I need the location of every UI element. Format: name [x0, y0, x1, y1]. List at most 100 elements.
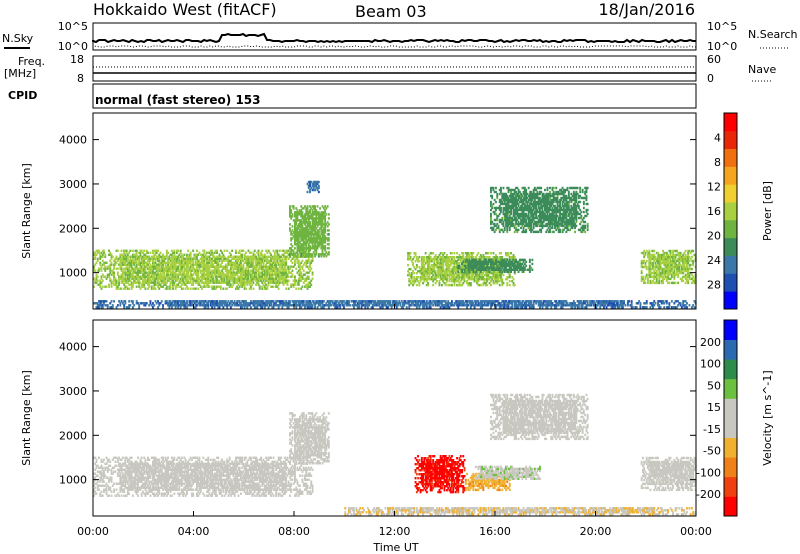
heatmap-cell: [113, 265, 115, 268]
heatmap-cell: [213, 273, 216, 276]
heatmap-cell: [213, 265, 216, 268]
heatmap-cell: [295, 229, 298, 232]
heatmap-cell: [241, 283, 244, 286]
heatmap-cell: [128, 279, 131, 282]
heatmap-cell: [483, 264, 486, 267]
heatmap-cell: [312, 223, 315, 226]
heatmap-cell: [463, 270, 466, 273]
heatmap-cell: [453, 260, 456, 263]
heatmap-cell: [312, 247, 315, 250]
heatmap-cell: [311, 259, 314, 262]
heatmap-cell: [148, 267, 151, 270]
heatmap-cell: [241, 259, 244, 262]
heatmap-cell: [312, 235, 315, 238]
heatmap-cell: [186, 273, 188, 276]
heatmap-cell: [510, 206, 512, 210]
heatmap-cell: [301, 239, 304, 242]
heatmap-cell: [197, 273, 200, 276]
heatmap-cell: [468, 266, 471, 270]
heatmap-cell: [512, 188, 515, 192]
heatmap-cell: [513, 224, 516, 228]
heatmap-cell: [216, 265, 218, 268]
heatmap-cell: [123, 251, 126, 254]
heatmap-cell: [464, 268, 467, 271]
heatmap-cell: [501, 256, 504, 259]
heatmap-cell: [250, 287, 252, 290]
heatmap-cell: [311, 205, 314, 208]
heatmap-cell: [300, 249, 303, 252]
heatmap-cell: [208, 273, 211, 276]
heatmap-cell: [522, 258, 525, 262]
heatmap-cell: [510, 220, 512, 224]
heatmap-cell: [113, 273, 115, 276]
heatmap-cell: [492, 274, 495, 277]
heatmap-cell: [241, 285, 244, 288]
heatmap-cell: [167, 271, 169, 274]
heatmap-cell: [510, 188, 512, 192]
heatmap-cell: [246, 271, 249, 274]
heatmap-cell: [306, 283, 309, 286]
heatmap-cell: [94, 269, 97, 272]
heatmap-cell: [255, 257, 257, 260]
heatmap-cell: [320, 233, 323, 236]
heatmap-cell: [251, 265, 254, 268]
heatmap-cell: [458, 256, 461, 259]
heatmap-cell: [227, 259, 230, 262]
heatmap-cell: [321, 241, 324, 244]
heatmap-cell: [307, 243, 310, 246]
heatmap-cell: [449, 264, 452, 267]
heatmap-cell: [130, 269, 133, 272]
heatmap-cell: [276, 269, 279, 272]
heatmap-cell: [464, 270, 467, 273]
heatmap-cell: [290, 233, 293, 236]
heatmap-cell: [307, 229, 310, 232]
heatmap-cell: [262, 283, 265, 286]
heatmap-cell: [320, 225, 323, 228]
heatmap-cell: [453, 274, 456, 277]
heatmap-cell: [193, 263, 196, 266]
heatmap-cell: [453, 266, 456, 269]
heatmap-cell: [307, 245, 310, 248]
heatmap-cell: [513, 204, 516, 208]
heatmap-cell: [247, 257, 250, 260]
heatmap-cell: [278, 269, 281, 272]
heatmap-cell: [226, 279, 229, 282]
heatmap-cell: [188, 261, 191, 264]
heatmap-cell: [301, 265, 304, 268]
heatmap-cell: [310, 231, 313, 234]
heatmap-cell: [314, 245, 316, 248]
heatmap-cell: [262, 279, 265, 282]
heatmap-cell: [306, 247, 309, 250]
heatmap-cell: [93, 251, 95, 254]
heatmap-cell: [473, 276, 476, 279]
heatmap-cell: [498, 212, 501, 216]
heatmap-cell: [282, 279, 285, 282]
heatmap-cell: [312, 225, 315, 228]
heatmap-cell: [516, 208, 519, 212]
heatmap-cell: [222, 259, 225, 262]
heatmap-cell: [134, 259, 137, 262]
heatmap-cell: [512, 218, 515, 222]
heatmap-cell: [301, 221, 304, 224]
heatmap-cell: [320, 211, 323, 214]
heatmap-cell: [446, 256, 448, 259]
heatmap-cell: [98, 267, 100, 270]
heatmap-cell: [179, 251, 182, 254]
heatmap-cell: [464, 256, 467, 259]
heatmap-cell: [222, 273, 225, 276]
heatmap-cell: [194, 257, 197, 260]
heatmap-cell: [457, 283, 460, 287]
heatmap-cell: [115, 255, 118, 258]
heatmap-cell: [256, 281, 259, 284]
heatmap-cell: [277, 281, 280, 284]
heatmap-cell: [202, 259, 205, 262]
heatmap-cell: [180, 261, 183, 264]
heatmap-cell: [299, 225, 301, 228]
heatmap-cell: [103, 275, 105, 278]
heatmap-cell: [289, 215, 291, 218]
heatmap-cell: [309, 209, 311, 212]
heatmap-cell: [213, 261, 216, 264]
heatmap-cell: [175, 277, 178, 280]
heatmap-cell: [294, 275, 296, 278]
heatmap-cell: [276, 267, 279, 270]
